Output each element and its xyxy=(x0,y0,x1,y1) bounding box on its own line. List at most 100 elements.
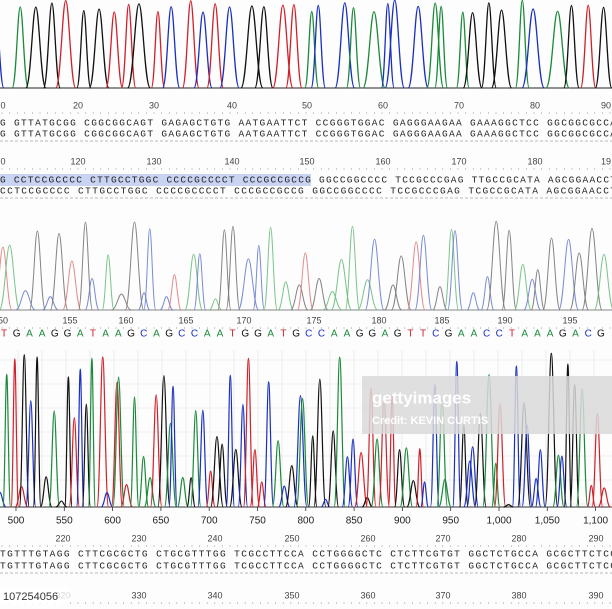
ruler-label: 155 xyxy=(62,315,77,325)
base-call: T xyxy=(420,329,426,340)
ruler-label: 270 xyxy=(435,533,450,543)
base-call: T xyxy=(280,329,286,340)
ruler-label: 50 xyxy=(0,315,8,325)
base-call: A xyxy=(534,329,541,340)
ruler-label: 180 xyxy=(371,315,386,325)
axis-label: 600 xyxy=(104,516,121,527)
ruler-label: 70 xyxy=(454,100,464,110)
base-call: A xyxy=(77,329,84,340)
trace-peak xyxy=(597,487,611,508)
ruler-label: 185 xyxy=(434,315,449,325)
trace-peak xyxy=(534,449,546,508)
trace-peak xyxy=(345,7,362,89)
base-call: G xyxy=(241,329,249,340)
base-call: G xyxy=(394,329,402,340)
ruler-label: 340 xyxy=(207,590,222,600)
ruler-label: 370 xyxy=(435,590,450,600)
ruler-label: 130 xyxy=(146,156,161,166)
trace-peak xyxy=(14,485,29,508)
trace-peak xyxy=(159,296,174,311)
ruler-label: 19 xyxy=(601,156,611,166)
base-call: C xyxy=(140,329,147,340)
base-call: C xyxy=(178,329,185,340)
base-call: G xyxy=(597,329,605,340)
trace-peak xyxy=(263,381,275,508)
trace-peak xyxy=(438,478,452,508)
ruler-label: 30 xyxy=(149,100,159,110)
trace-peak xyxy=(197,409,209,508)
trace-peak xyxy=(216,443,228,508)
base-call: A xyxy=(102,329,109,340)
sequence-line: G GTTATGCGG CGGCGGCAGT GAGAGCTGTG AATGAA… xyxy=(0,118,612,129)
trace-peak xyxy=(143,477,157,508)
base-call: A xyxy=(115,329,122,340)
ruler-label: 330 xyxy=(131,590,146,600)
watermark-brand: gettyimages xyxy=(372,388,471,407)
trace-peak xyxy=(96,356,110,508)
ruler-label: 280 xyxy=(511,533,526,543)
trace-peak xyxy=(75,368,85,508)
trace-peak xyxy=(370,438,384,508)
trace-peak xyxy=(432,286,448,311)
trace-peak xyxy=(310,4,327,89)
base-call: G xyxy=(356,329,364,340)
trace-peak xyxy=(219,6,240,89)
base-call: A xyxy=(204,329,211,340)
selection-highlight xyxy=(0,174,311,186)
base-call: G xyxy=(445,329,453,340)
trace-peak xyxy=(150,10,166,89)
trace-peak xyxy=(277,281,294,311)
ruler-label: 40 xyxy=(227,100,237,110)
ruler-label: 360 xyxy=(360,590,375,600)
trace-peak xyxy=(482,374,496,508)
base-call: A xyxy=(26,329,33,340)
ruler-label: 250 xyxy=(284,533,299,543)
base-call: A xyxy=(458,329,465,340)
trace-peak xyxy=(313,378,327,508)
trace-peak xyxy=(501,229,517,311)
base-call: G xyxy=(127,329,135,340)
trace-peak xyxy=(105,11,124,89)
ruler-label: 195 xyxy=(562,315,577,325)
trace-peak xyxy=(586,484,596,508)
ruler-label: 170 xyxy=(451,156,466,166)
axis-label: 500 xyxy=(8,516,25,527)
trace-peak xyxy=(594,6,612,89)
trace-peak xyxy=(0,244,21,311)
trace-peak xyxy=(327,430,340,508)
trace-peak xyxy=(32,356,42,508)
trace-peak xyxy=(523,278,542,311)
trace-peak xyxy=(167,274,182,311)
trace-peak xyxy=(120,484,134,508)
trace-peak xyxy=(414,234,433,311)
trace-peak xyxy=(530,269,545,311)
trace-peak xyxy=(593,253,612,311)
base-call: A xyxy=(471,329,478,340)
trace-peak xyxy=(344,225,361,311)
base-call: G xyxy=(559,329,567,340)
trace-peak xyxy=(309,277,329,311)
trace-peak xyxy=(28,230,46,311)
trace-peak xyxy=(545,10,570,89)
trace-peak xyxy=(25,6,47,89)
trace-peak xyxy=(129,396,140,508)
trace-peak xyxy=(466,292,480,311)
trace-peak xyxy=(443,228,460,311)
trace-peak xyxy=(380,2,395,89)
base-call: T xyxy=(1,329,7,340)
ruler-label: 240 xyxy=(207,533,222,543)
ruler-label: 0 xyxy=(0,156,5,166)
base-call: C xyxy=(432,329,439,340)
trace-peak xyxy=(206,3,225,89)
trace-peak xyxy=(112,376,125,508)
trace-peak xyxy=(420,481,429,508)
chromatogram xyxy=(0,0,612,89)
trace-peak xyxy=(511,365,522,508)
ruler-label: 220 xyxy=(55,533,70,543)
trace-peak xyxy=(480,276,495,311)
ruler-label: 290 xyxy=(588,533,603,543)
ruler-label: 160 xyxy=(375,156,390,166)
trace-peak xyxy=(210,436,224,508)
base-call: A xyxy=(39,329,46,340)
